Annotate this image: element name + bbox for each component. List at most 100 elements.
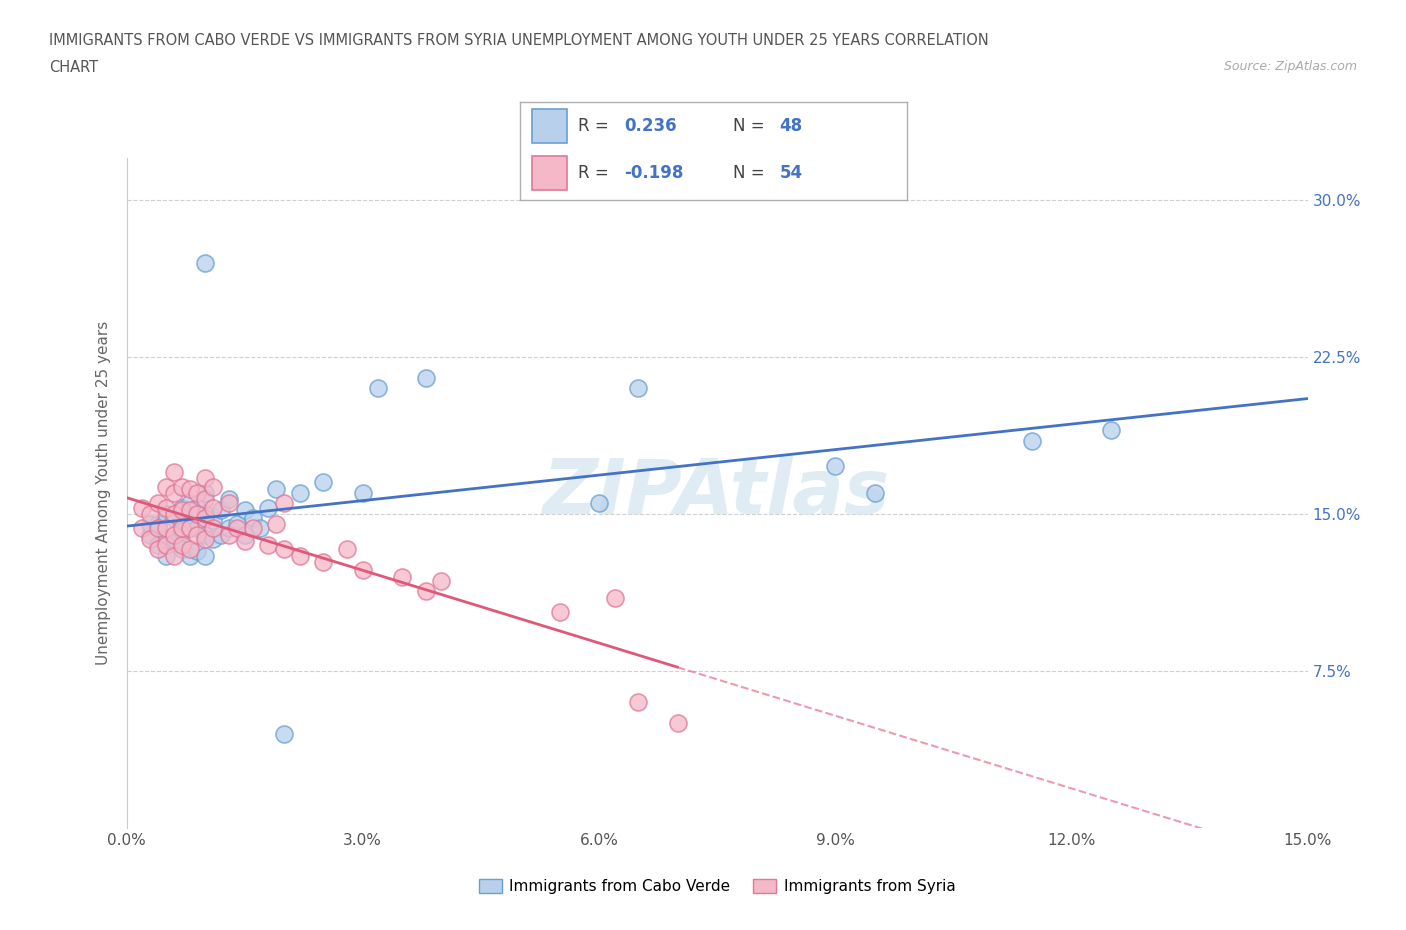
Point bbox=[139, 531, 162, 546]
Text: -0.198: -0.198 bbox=[624, 164, 683, 182]
Point bbox=[218, 492, 240, 507]
Point bbox=[202, 479, 225, 494]
Point bbox=[336, 542, 359, 557]
Point bbox=[367, 381, 389, 396]
Point bbox=[415, 370, 437, 385]
Point bbox=[242, 511, 264, 525]
Point bbox=[186, 521, 208, 536]
Point bbox=[163, 527, 186, 542]
Point bbox=[233, 527, 256, 542]
Point bbox=[179, 482, 201, 497]
Point bbox=[627, 381, 650, 396]
Point bbox=[194, 531, 217, 546]
Point bbox=[273, 542, 295, 557]
Point bbox=[218, 521, 240, 536]
Point bbox=[233, 502, 256, 517]
Point bbox=[202, 500, 225, 515]
Point bbox=[146, 521, 169, 536]
Point bbox=[312, 475, 335, 490]
Point bbox=[194, 256, 217, 271]
Point bbox=[352, 563, 374, 578]
Point bbox=[242, 521, 264, 536]
Text: Source: ZipAtlas.com: Source: ZipAtlas.com bbox=[1223, 60, 1357, 73]
Point bbox=[273, 726, 295, 741]
Point bbox=[202, 521, 225, 536]
Point bbox=[1099, 422, 1122, 438]
Point bbox=[163, 485, 186, 500]
Point bbox=[179, 502, 201, 517]
Text: R =: R = bbox=[578, 164, 614, 182]
Text: CHART: CHART bbox=[49, 60, 98, 75]
Point bbox=[627, 695, 650, 710]
Point bbox=[257, 500, 280, 515]
Point bbox=[170, 538, 193, 552]
Text: 48: 48 bbox=[779, 117, 803, 135]
Point bbox=[666, 716, 689, 731]
Text: IMMIGRANTS FROM CABO VERDE VS IMMIGRANTS FROM SYRIA UNEMPLOYMENT AMONG YOUTH UND: IMMIGRANTS FROM CABO VERDE VS IMMIGRANTS… bbox=[49, 33, 988, 47]
Point bbox=[131, 500, 153, 515]
Legend: Immigrants from Cabo Verde, Immigrants from Syria: Immigrants from Cabo Verde, Immigrants f… bbox=[472, 873, 962, 900]
Point bbox=[146, 496, 169, 511]
Point bbox=[163, 531, 186, 546]
Point bbox=[194, 548, 217, 563]
Point bbox=[163, 548, 186, 563]
Point bbox=[209, 527, 232, 542]
Text: R =: R = bbox=[578, 117, 614, 135]
Point bbox=[548, 604, 571, 619]
Point bbox=[179, 496, 201, 511]
Point bbox=[170, 542, 193, 557]
Point bbox=[233, 534, 256, 549]
Point bbox=[155, 531, 177, 546]
Bar bbox=[531, 156, 567, 191]
Point bbox=[186, 544, 208, 559]
Point bbox=[179, 521, 201, 536]
Point bbox=[194, 527, 217, 542]
Point bbox=[264, 517, 287, 532]
Point bbox=[824, 458, 846, 473]
Point bbox=[288, 548, 311, 563]
Point bbox=[312, 554, 335, 569]
Point bbox=[257, 538, 280, 552]
Text: N =: N = bbox=[733, 117, 769, 135]
Point bbox=[194, 492, 217, 507]
Point bbox=[179, 521, 201, 536]
Point bbox=[186, 485, 208, 500]
Point bbox=[170, 479, 193, 494]
Point bbox=[163, 465, 186, 480]
Point bbox=[202, 512, 225, 527]
Point bbox=[170, 500, 193, 515]
Point bbox=[225, 521, 247, 536]
Point bbox=[155, 521, 177, 536]
Point bbox=[170, 523, 193, 538]
Point bbox=[218, 496, 240, 511]
Point bbox=[209, 502, 232, 517]
Point bbox=[588, 496, 610, 511]
Point bbox=[194, 506, 217, 521]
Bar bbox=[531, 109, 567, 143]
Point bbox=[146, 542, 169, 557]
Point bbox=[170, 502, 193, 517]
Point bbox=[170, 521, 193, 536]
Point bbox=[391, 569, 413, 584]
Point bbox=[179, 548, 201, 563]
Point bbox=[225, 517, 247, 532]
Text: 54: 54 bbox=[779, 164, 803, 182]
Point bbox=[194, 511, 217, 525]
Point bbox=[155, 479, 177, 494]
Point bbox=[186, 527, 208, 542]
Point bbox=[186, 506, 208, 521]
Y-axis label: Unemployment Among Youth under 25 years: Unemployment Among Youth under 25 years bbox=[96, 321, 111, 665]
Point bbox=[863, 485, 886, 500]
Point bbox=[415, 584, 437, 599]
Point bbox=[139, 517, 162, 532]
Point bbox=[163, 506, 186, 521]
Point bbox=[146, 538, 169, 552]
Text: ZIPAtlas: ZIPAtlas bbox=[543, 456, 891, 530]
Point bbox=[155, 548, 177, 563]
Point bbox=[194, 471, 217, 485]
Point bbox=[1021, 433, 1043, 448]
Point bbox=[186, 500, 208, 515]
Point bbox=[155, 506, 177, 521]
Point bbox=[273, 496, 295, 511]
Point bbox=[249, 521, 271, 536]
